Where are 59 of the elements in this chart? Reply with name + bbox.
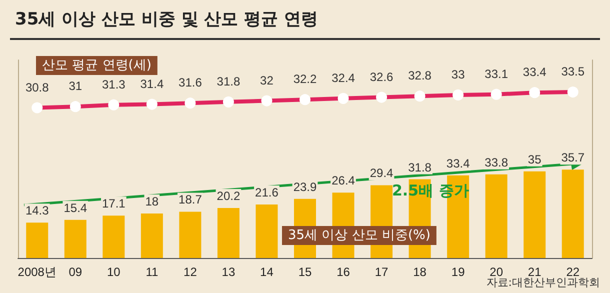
x-tick-label: 19	[451, 265, 466, 279]
data-label: 35.7	[561, 150, 585, 165]
x-tick-label: 15	[298, 265, 312, 279]
x-tick-label: 09	[68, 265, 82, 279]
data-label: 32.8	[408, 68, 432, 83]
data-label: 30.8	[25, 80, 50, 94]
data-label: 32.4	[332, 70, 356, 85]
data-label: 33.4	[522, 65, 547, 80]
x-tick-label: 17	[374, 265, 389, 279]
x-tick-label: 2008년	[18, 265, 56, 279]
bar	[26, 222, 48, 258]
bar	[64, 220, 86, 258]
x-tick-label: 16	[336, 265, 350, 279]
x-tick-label: 18	[413, 265, 427, 279]
x-tick-label: 11	[146, 265, 158, 279]
data-label: 20.2	[216, 189, 240, 204]
bar	[217, 208, 240, 258]
data-label: 31	[68, 79, 82, 94]
data-label: 21.6	[255, 186, 279, 200]
x-tick-label: 22	[566, 265, 580, 279]
x-tick-label: 13	[222, 265, 236, 279]
data-label: 32.6	[370, 70, 394, 84]
bar	[102, 216, 125, 258]
data-label: 14.3	[25, 204, 50, 218]
data-label: 29.4	[370, 166, 394, 180]
data-label: 35	[528, 152, 542, 166]
text: 산모 평균 연령(세)	[42, 58, 152, 73]
data-label: 31.6	[178, 76, 202, 90]
bar	[256, 204, 278, 258]
bar	[524, 171, 546, 258]
x-tick-label: 12	[184, 265, 198, 279]
data-label: 33.1	[484, 66, 508, 81]
data-label: 33	[451, 67, 466, 82]
data-label: 26.4	[332, 174, 356, 188]
data-label: 17.1	[102, 196, 126, 211]
data-label: 33.8	[484, 155, 508, 170]
bar	[562, 170, 584, 258]
x-tick-label: 21	[528, 265, 542, 279]
data-label: 31.4	[140, 76, 164, 91]
bar	[179, 212, 202, 258]
x-tick-label: 20	[490, 265, 504, 279]
data-label: 15.4	[64, 200, 88, 215]
data-label: 32.2	[293, 72, 317, 86]
data-label: 18.7	[178, 192, 202, 207]
data-label: 33.5	[561, 64, 585, 79]
chart-title: 35세 이상 산모 비중 및 산모 평균 연령	[15, 10, 318, 30]
x-tick-label: 14	[260, 265, 274, 279]
data-label: 23.9	[293, 180, 317, 194]
data-label: 31.8	[408, 160, 432, 174]
data-label: 32	[260, 73, 274, 88]
data-label: 31.8	[216, 74, 240, 88]
data-label: 18	[145, 194, 159, 208]
x-tick-label: 10	[106, 265, 121, 279]
text: 자료:대한산부인과학회	[486, 276, 600, 289]
bar	[140, 213, 163, 258]
series-label: 35세 이상 산모 비중(%)	[288, 228, 430, 243]
data-label: 31.3	[102, 77, 126, 92]
bar	[485, 174, 508, 258]
data-label: 33.4	[446, 156, 470, 170]
